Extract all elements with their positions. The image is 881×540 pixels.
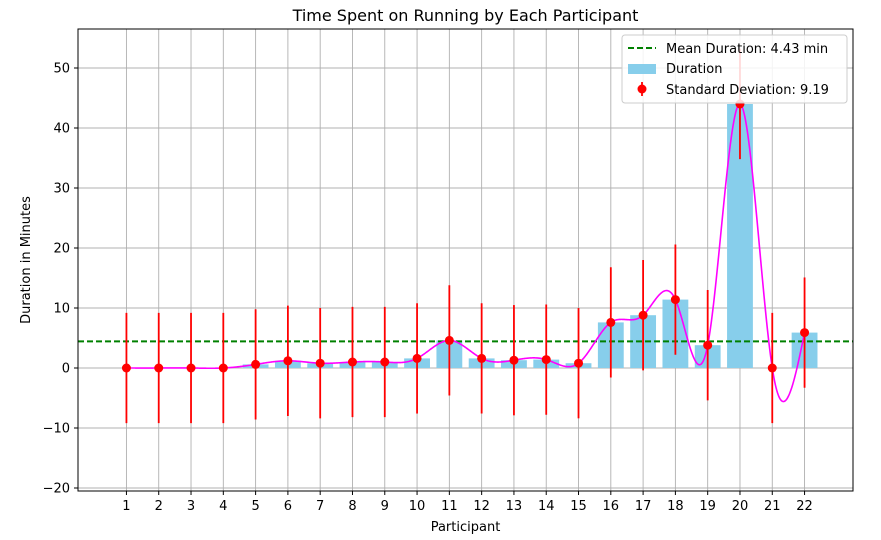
x-tick-label-18: 18 bbox=[667, 499, 684, 514]
legend-mean-label: Mean Duration: 4.43 min bbox=[666, 42, 828, 57]
data-points bbox=[121, 99, 810, 373]
y-ticks: −20 −10 0 10 20 30 40 50 bbox=[43, 62, 78, 497]
data-point-6 bbox=[283, 356, 293, 366]
legend-error-dot bbox=[637, 84, 647, 94]
x-tick-label-21: 21 bbox=[764, 499, 781, 514]
y-tick-label--20: −20 bbox=[43, 482, 70, 497]
x-tick-label-10: 10 bbox=[409, 499, 426, 514]
y-tick-label-20: 20 bbox=[53, 242, 70, 257]
x-tick-label-13: 13 bbox=[506, 499, 523, 514]
chart-title: Time Spent on Running by Each Participan… bbox=[292, 6, 639, 25]
x-tick-label-1: 1 bbox=[122, 499, 130, 514]
smooth-trend-curve bbox=[126, 103, 806, 403]
data-point-4 bbox=[218, 363, 228, 373]
data-point-10 bbox=[412, 353, 422, 363]
legend-box bbox=[621, 34, 848, 104]
data-point-22 bbox=[800, 328, 810, 338]
y-axis-label: Duration in Minutes bbox=[19, 196, 34, 324]
x-axis-label: Participant bbox=[431, 520, 501, 535]
y-tick-label--10: −10 bbox=[43, 422, 70, 437]
x-tick-label-12: 12 bbox=[473, 499, 490, 514]
x-tick-label-9: 9 bbox=[381, 499, 389, 514]
data-point-8 bbox=[347, 357, 357, 367]
data-point-12 bbox=[477, 353, 487, 363]
data-point-16 bbox=[606, 317, 616, 327]
x-tick-label-14: 14 bbox=[538, 499, 555, 514]
x-tick-label-11: 11 bbox=[441, 499, 458, 514]
y-tick-label-40: 40 bbox=[53, 122, 70, 137]
x-tick-label-8: 8 bbox=[348, 499, 356, 514]
data-point-7 bbox=[315, 358, 325, 368]
data-point-21 bbox=[767, 363, 777, 373]
data-point-18 bbox=[670, 295, 680, 305]
x-tick-label-4: 4 bbox=[219, 499, 227, 514]
x-tick-label-2: 2 bbox=[155, 499, 163, 514]
legend: Mean Duration: 4.43 min Duration Standar… bbox=[621, 34, 848, 104]
x-tick-label-15: 15 bbox=[570, 499, 587, 514]
y-tick-label-10: 10 bbox=[53, 302, 70, 317]
x-tick-label-19: 19 bbox=[699, 499, 716, 514]
bars bbox=[242, 104, 818, 368]
x-tick-label-17: 17 bbox=[635, 499, 652, 514]
legend-duration-swatch bbox=[628, 64, 656, 74]
data-point-3 bbox=[186, 363, 196, 373]
smooth-curve bbox=[126, 103, 806, 403]
x-tick-label-22: 22 bbox=[796, 499, 813, 514]
data-point-9 bbox=[380, 357, 390, 367]
data-point-1 bbox=[121, 363, 131, 373]
data-point-11 bbox=[444, 335, 454, 345]
data-point-17 bbox=[638, 310, 648, 320]
plot-frame bbox=[77, 28, 854, 492]
data-point-2 bbox=[154, 363, 164, 373]
data-point-13 bbox=[509, 355, 519, 365]
y-tick-label-0: 0 bbox=[62, 362, 70, 377]
legend-error-label: Standard Deviation: 9.19 bbox=[666, 83, 829, 98]
data-point-15 bbox=[574, 358, 584, 368]
y-tick-label-50: 50 bbox=[53, 62, 70, 77]
x-tick-label-6: 6 bbox=[284, 499, 292, 514]
x-tick-label-3: 3 bbox=[187, 499, 195, 514]
x-tick-label-20: 20 bbox=[732, 499, 749, 514]
data-point-14 bbox=[541, 355, 551, 365]
x-tick-label-5: 5 bbox=[251, 499, 259, 514]
x-ticks: 1 2 3 4 5 6 7 8 9 10 11 12 13 14 15 16 17 18 19 20 21 22 bbox=[122, 491, 813, 514]
data-point-5 bbox=[251, 359, 261, 369]
x-tick-label-7: 7 bbox=[316, 499, 324, 514]
data-point-19 bbox=[703, 340, 713, 350]
legend-duration-label: Duration bbox=[666, 62, 722, 77]
x-tick-label-16: 16 bbox=[603, 499, 620, 514]
y-tick-label-30: 30 bbox=[53, 182, 70, 197]
